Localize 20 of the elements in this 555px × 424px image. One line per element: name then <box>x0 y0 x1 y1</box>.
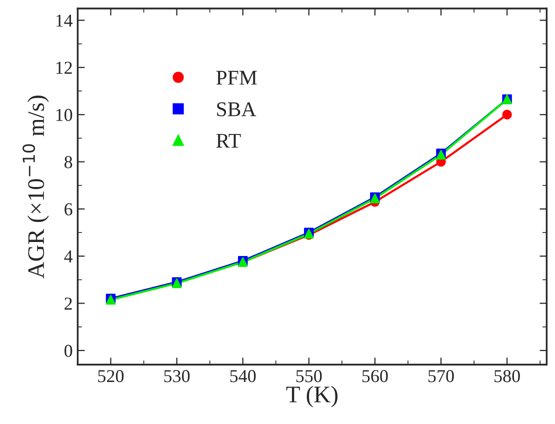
x-tick-label: 560 <box>362 370 388 382</box>
x-tick-label: 550 <box>296 370 322 382</box>
y-tick-label: 8 <box>64 156 72 168</box>
y-tick-label: 6 <box>64 203 72 216</box>
x-tick-label: 580 <box>494 370 520 382</box>
x-tick-label: 540 <box>230 370 256 382</box>
legend-label: PFM <box>216 70 257 85</box>
legend-label: RT <box>216 134 241 148</box>
legend-label: SBA <box>217 102 256 116</box>
x-tick-label: 520 <box>98 370 124 382</box>
y-tick-label: 14 <box>56 14 73 27</box>
x-axis-title: T (K) <box>286 386 338 408</box>
y-tick-label: 10 <box>56 108 72 122</box>
y-tick-label: 12 <box>56 62 72 74</box>
y-tick-label: 4 <box>64 250 73 262</box>
y-tick-label: 0 <box>64 344 72 357</box>
y-axis-title: AGR (×10$^{−10}$ m/s) <box>22 96 49 279</box>
x-tick-label: 570 <box>428 370 454 382</box>
y-tick-label: 2 <box>64 298 72 310</box>
x-tick-label: 530 <box>164 370 190 382</box>
